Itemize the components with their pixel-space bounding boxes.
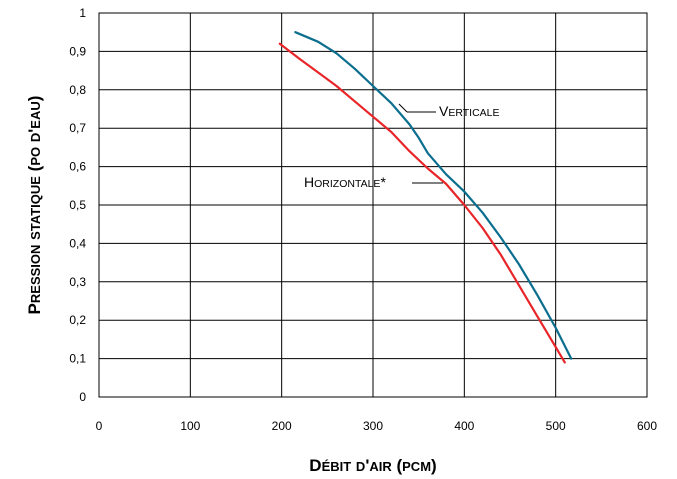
x-tick-label: 400 [454,419,474,433]
y-tick-labels: 0 0,1 0,2 0,3 0,4 0,5 0,6 0,7 0,8 0,9 1 [69,6,86,404]
series-labels: VERTICALE HORIZONTALE* [304,103,500,190]
x-axis-title: DÉBIT D'AIR (PCM) [309,456,436,475]
y-tick-label: 0,7 [69,121,86,135]
x-tick-label: 0 [96,419,103,433]
y-tick-label: 0,3 [69,275,86,289]
verticale-leader-tip [398,103,408,113]
y-tick-label: 0,2 [69,313,86,327]
y-tick-label: 0,5 [69,198,86,212]
y-tick-label: 0 [79,390,86,404]
chart-grid [98,12,648,398]
y-tick-label: 0,4 [69,236,86,250]
y-tick-label: 1 [79,6,86,20]
plot-frame [98,12,648,398]
x-tick-label: 600 [637,419,657,433]
y-tick-label: 0,1 [69,352,86,366]
y-tick-label: 0,6 [69,160,86,174]
y-tick-label: 0,8 [69,83,86,97]
series-label-verticale: VERTICALE [439,103,500,119]
x-tick-label: 200 [272,419,292,433]
y-axis-title: PRESSION STATIQUE (PO D'EAU) [25,96,44,315]
series-line-verticale [294,31,573,360]
x-tick-label: 500 [546,419,566,433]
series-line-horizontale [278,42,566,364]
chart-series [278,31,573,364]
series-label-horizontale: HORIZONTALE* [304,174,386,190]
x-tick-label: 100 [180,419,200,433]
x-tick-labels: 0 100 200 300 400 500 600 [96,419,658,433]
x-tick-label: 300 [363,419,383,433]
y-tick-label: 0,9 [69,44,86,58]
